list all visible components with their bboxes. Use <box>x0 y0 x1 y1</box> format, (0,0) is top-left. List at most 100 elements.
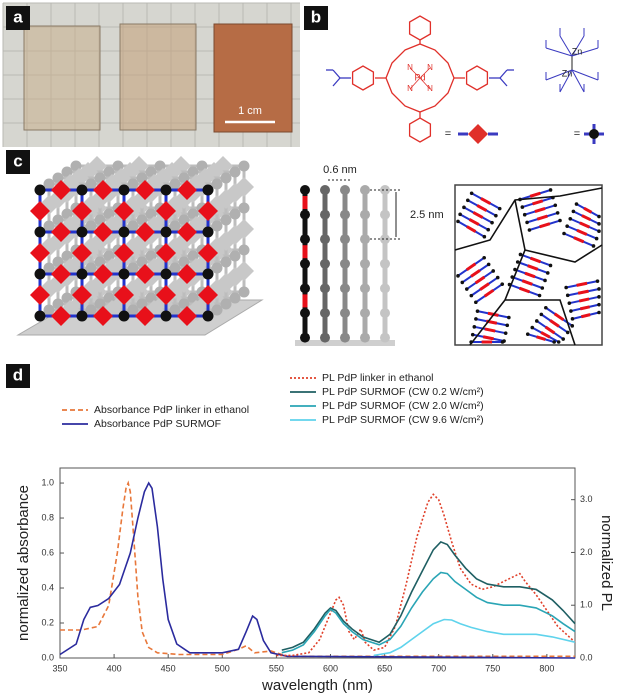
linker-symbol <box>468 124 488 144</box>
domain-node <box>543 279 547 283</box>
lattice-node <box>161 185 172 196</box>
domain-node <box>462 206 466 210</box>
domain-node <box>504 331 508 335</box>
chart: 3504004505005506006507007508000.00.20.40… <box>15 372 615 694</box>
domain-node <box>519 253 523 257</box>
panel-label: c <box>13 151 22 170</box>
rod-node <box>380 283 390 293</box>
domain-node <box>566 294 570 298</box>
domain-node <box>466 199 470 203</box>
domain-node <box>505 324 509 328</box>
metal-label: Pd <box>414 72 425 82</box>
domain-node <box>568 217 572 221</box>
rod-node <box>360 259 370 269</box>
height-label: 2.5 nm <box>410 209 444 221</box>
y-tick-label: 0.2 <box>41 617 54 627</box>
rod-node <box>300 259 310 269</box>
lattice-node <box>230 251 241 262</box>
domain-node <box>470 294 474 298</box>
domain-node <box>540 313 544 317</box>
x-tick-label: 650 <box>377 663 392 673</box>
domain-node <box>526 332 530 336</box>
nitrogen-label: N <box>427 63 433 72</box>
y-tick-label: 0.8 <box>41 512 54 522</box>
lattice-node <box>170 305 181 316</box>
domain-node <box>568 301 572 305</box>
domain-rod <box>579 299 589 301</box>
legend-label: Absorbance PdP linker in ethanol <box>94 404 249 416</box>
lattice-node <box>77 227 88 238</box>
lattice-node <box>44 179 55 190</box>
domain-node <box>460 281 464 285</box>
lattice-node <box>230 167 241 178</box>
data-line <box>60 483 575 658</box>
nitrogen-label: N <box>407 63 413 72</box>
bond <box>500 78 507 86</box>
domain-node <box>552 340 556 344</box>
lattice-node <box>221 257 232 268</box>
lattice-node <box>170 263 181 274</box>
panel-label: b <box>311 7 321 26</box>
lattice-node <box>128 179 139 190</box>
lattice-node <box>221 173 232 184</box>
y2-tick-label: 2.0 <box>580 547 593 557</box>
domain-node <box>546 271 550 275</box>
domain-node <box>597 295 601 299</box>
rod-node <box>300 185 310 195</box>
y2-tick-label: 3.0 <box>580 494 593 504</box>
lattice-node <box>128 305 139 316</box>
rod-node <box>340 185 350 195</box>
lattice-node <box>239 245 250 256</box>
lattice-node <box>77 269 88 280</box>
domain-node <box>486 228 490 232</box>
domain-node <box>471 333 475 337</box>
lattice-node <box>86 179 97 190</box>
domain-node <box>596 279 600 283</box>
y-axis-title: normalized absorbance <box>15 485 32 641</box>
domain-node <box>597 287 601 291</box>
lattice-node <box>35 185 46 196</box>
x-tick-label: 600 <box>323 663 338 673</box>
rod-node <box>320 234 330 244</box>
phenyl-ring <box>467 66 488 90</box>
lattice-node <box>35 269 46 280</box>
legend-label: PL PdP linker in ethanol <box>322 372 434 384</box>
lattice-node <box>239 203 250 214</box>
lattice-node <box>239 287 250 298</box>
film-sample <box>120 24 196 130</box>
domain-rod <box>581 315 590 317</box>
domain-node <box>458 213 462 217</box>
rod-node <box>320 283 330 293</box>
domain-node <box>498 207 502 211</box>
domain-node <box>549 264 553 268</box>
lattice-node <box>203 311 214 322</box>
domain-node <box>482 256 486 260</box>
domain-rod <box>483 337 493 339</box>
domain-node <box>490 221 494 225</box>
rod-node <box>360 308 370 318</box>
x-tick-label: 750 <box>485 663 500 673</box>
data-line <box>276 494 575 655</box>
rod-node <box>380 185 390 195</box>
domain-node <box>538 294 542 298</box>
x-tick-label: 800 <box>539 663 554 673</box>
rod-node <box>300 210 310 220</box>
domain-node <box>561 337 565 341</box>
domain-node <box>597 303 601 307</box>
legend-label: Absorbance PdP SURMOF <box>94 418 221 430</box>
y-tick-label: 0.4 <box>41 582 54 592</box>
lattice-node <box>170 179 181 190</box>
domain-node <box>597 222 601 226</box>
lattice-node <box>44 263 55 274</box>
domain-node <box>470 191 474 195</box>
equals-sign: = <box>445 128 451 140</box>
rod-node <box>300 283 310 293</box>
domain-node <box>496 276 500 280</box>
y-tick-label: 1.0 <box>41 477 54 487</box>
rod-node <box>320 210 330 220</box>
domain-node <box>525 221 529 225</box>
domain-rod <box>578 291 588 293</box>
domain-node <box>565 224 569 228</box>
lattice-node <box>221 215 232 226</box>
nitrogen-label: N <box>427 84 433 93</box>
